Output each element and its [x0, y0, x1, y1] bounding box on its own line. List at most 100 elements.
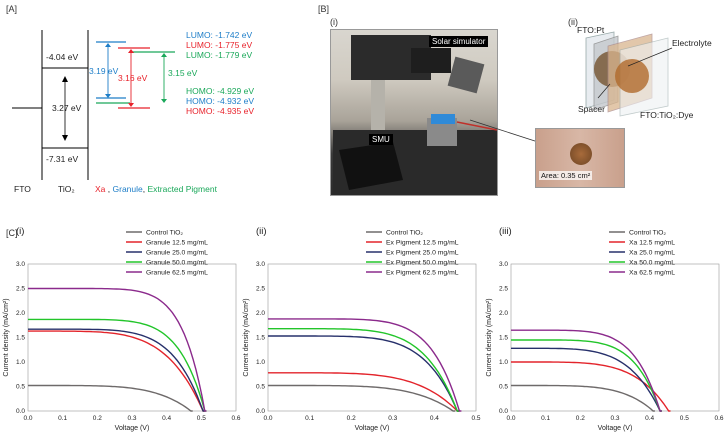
- chart-3-series-line: [511, 347, 662, 412]
- chart-1-xtick: 0.5: [197, 415, 206, 422]
- panel-b-sub-ii: (ii): [568, 17, 578, 27]
- tio2-cb-label: -4.04 eV: [46, 52, 79, 62]
- gap-label-xa: 3.16 eV: [118, 73, 148, 83]
- chart-3-series-line: [511, 329, 662, 412]
- chart-2-frame: [267, 263, 477, 412]
- homo-pigment-label: HOMO: -4.929 eV: [186, 86, 255, 96]
- chart-3-frame: [510, 263, 720, 412]
- legend-granule: Granule: [112, 184, 143, 194]
- smu-label: SMU: [369, 134, 393, 145]
- spacer-label: Spacer: [578, 104, 605, 114]
- chart-2-legend-label: Control TiO₂: [386, 230, 423, 237]
- chart-1-series-line: [28, 318, 207, 412]
- chart-1-legend-label: Control TiO₂: [146, 230, 183, 237]
- chart-2-legend-label: Ex Pigment 12.5 mg/mL: [386, 240, 459, 247]
- chart-2-series-line: [268, 327, 460, 412]
- tio2-label: TiO₂: [58, 184, 75, 194]
- electrolyte-pointer: [627, 47, 673, 67]
- energy-legend: Xa , Granule, Extracted Pigment: [95, 184, 217, 194]
- chart-1-series-line: [28, 330, 205, 412]
- chart-3-ytick: 1.0: [499, 359, 508, 366]
- chart-3-legend-label: Xa 62.5 mg/mL: [629, 270, 675, 277]
- electrolyte-label: Electrolyte: [672, 38, 712, 48]
- chart-3-legend-label: Xa 12.5 mg/mL: [629, 240, 675, 247]
- panel-b-tag: [B]: [318, 4, 330, 14]
- chart-1-legend-label: Granule 25.0 mg/mL: [146, 250, 208, 257]
- fto-pt-label: FTO:Pt: [577, 25, 605, 35]
- chart-1-series-line: [28, 328, 205, 412]
- lumo-pigment-label: LUMO: -1.779 eV: [186, 50, 253, 60]
- chart-3-xlabel: Voltage (V): [598, 425, 633, 432]
- reflector: [447, 56, 485, 94]
- chart-1-legend-label: Granule 62.5 mg/mL: [146, 270, 208, 277]
- probe-wire: [456, 121, 497, 131]
- chart-1-series-line: [28, 287, 207, 412]
- chart-2-ytick: 0.5: [256, 384, 265, 391]
- chart-3-legend-label: Xa 25.0 mg/mL: [629, 250, 675, 257]
- gap-arrowhead-xa-up: [128, 49, 134, 53]
- legend-sep-1: ,: [105, 184, 113, 194]
- chart-1-ytick: 0.0: [16, 408, 25, 415]
- chart-3-xtick: 0.4: [645, 415, 654, 422]
- chart-2-ytick: 1.5: [256, 335, 265, 342]
- chart-1-panel-label: (i): [16, 226, 24, 237]
- chart-2-series-line: [268, 335, 460, 412]
- cell-area-label: Area: 0.35 cm²: [539, 171, 593, 180]
- chart-2-ylabel: Current density (mA/cm²): [243, 298, 250, 376]
- chart-2-series-line: [268, 384, 456, 412]
- chart-2-xtick: 0.1: [305, 415, 314, 422]
- legend-pigment: Extracted Pigment: [147, 184, 217, 194]
- lumo-granule-label: LUMO: -1.742 eV: [186, 30, 253, 40]
- chart-1-xtick: 0.1: [58, 415, 67, 422]
- zoom-connector: [469, 119, 539, 143]
- energy-diagram: [12, 30, 175, 180]
- chart-1-xlabel: Voltage (V): [115, 425, 150, 432]
- legend-sep-2: ,: [142, 184, 148, 194]
- gap-label-granule: 3.19 eV: [89, 66, 119, 76]
- homo-granule-label: HOMO: -4.932 eV: [186, 96, 255, 106]
- chart-3-series-line: [511, 384, 655, 412]
- lumo-xa-label: LUMO: -1.775 eV: [186, 40, 253, 50]
- chart-3-xtick: 0.3: [610, 415, 619, 422]
- chart-2-series-line: [268, 372, 460, 412]
- chart-3-legend-label: Xa 50.0 mg/mL: [629, 260, 675, 267]
- dye-disc: [615, 59, 649, 93]
- fto-label: FTO: [14, 184, 31, 194]
- chart-2-ytick: 1.0: [256, 359, 265, 366]
- chart-3-series-line: [511, 339, 662, 412]
- homo-xa-label: HOMO: -4.935 eV: [186, 106, 255, 116]
- chart-3-ytick: 0.0: [499, 408, 508, 415]
- chart-3-ytick: 2.0: [499, 310, 508, 317]
- gap-label-pigment: 3.15 eV: [168, 68, 198, 78]
- panel-b-sub-i: (i): [330, 17, 338, 27]
- chart-3-series-line: [511, 361, 671, 412]
- jv-charts: (i) 0.0 0.1 0.2 0.3 0.4 0.5 0.6 0.0 0.5 1.0 1.5 2.0 2…: [3, 226, 724, 432]
- chart-3-xtick: 0.2: [576, 415, 585, 422]
- chart-2-xtick: 0.0: [263, 415, 272, 422]
- panel-c-tag: [C]: [6, 228, 18, 238]
- cell-inset-photo: Area: 0.35 cm²: [535, 128, 625, 188]
- chart-3-panel-label: (iii): [499, 226, 512, 237]
- smu-box: [339, 142, 403, 190]
- chart-2-xlabel: Voltage (V): [355, 425, 390, 432]
- fto-tio2-dye-label: FTO:TiO₂:Dye: [640, 110, 694, 120]
- apparatus-drawing: [333, 35, 497, 195]
- chart-2-xtick: 0.2: [347, 415, 356, 422]
- stand-post: [371, 80, 385, 135]
- chart-1-frame: [27, 263, 237, 412]
- chart-3-ytick: 1.5: [499, 335, 508, 342]
- chart-1-xtick: 0.2: [93, 415, 102, 422]
- chart-2-panel-label: (ii): [256, 226, 267, 237]
- chart-1-xtick: 0.4: [162, 415, 171, 422]
- gap-arrowhead-xa-down: [128, 103, 134, 107]
- chart-1-xtick: 0.3: [127, 415, 136, 422]
- gap-arrowhead-pigment-down: [161, 99, 167, 103]
- tio2-vb-label: -7.31 eV: [46, 154, 79, 164]
- chart-1-ytick: 1.5: [16, 335, 25, 342]
- lamp-housing: [411, 48, 451, 73]
- chart-2-legend-label: Ex Pigment 50.0 mg/mL: [386, 260, 459, 267]
- cell-schematic: [585, 31, 673, 117]
- apparatus-photo: Solar simulator SMU: [330, 29, 498, 196]
- chart-1-series-line: [28, 384, 193, 412]
- chart-1-xtick: 0.0: [23, 415, 32, 422]
